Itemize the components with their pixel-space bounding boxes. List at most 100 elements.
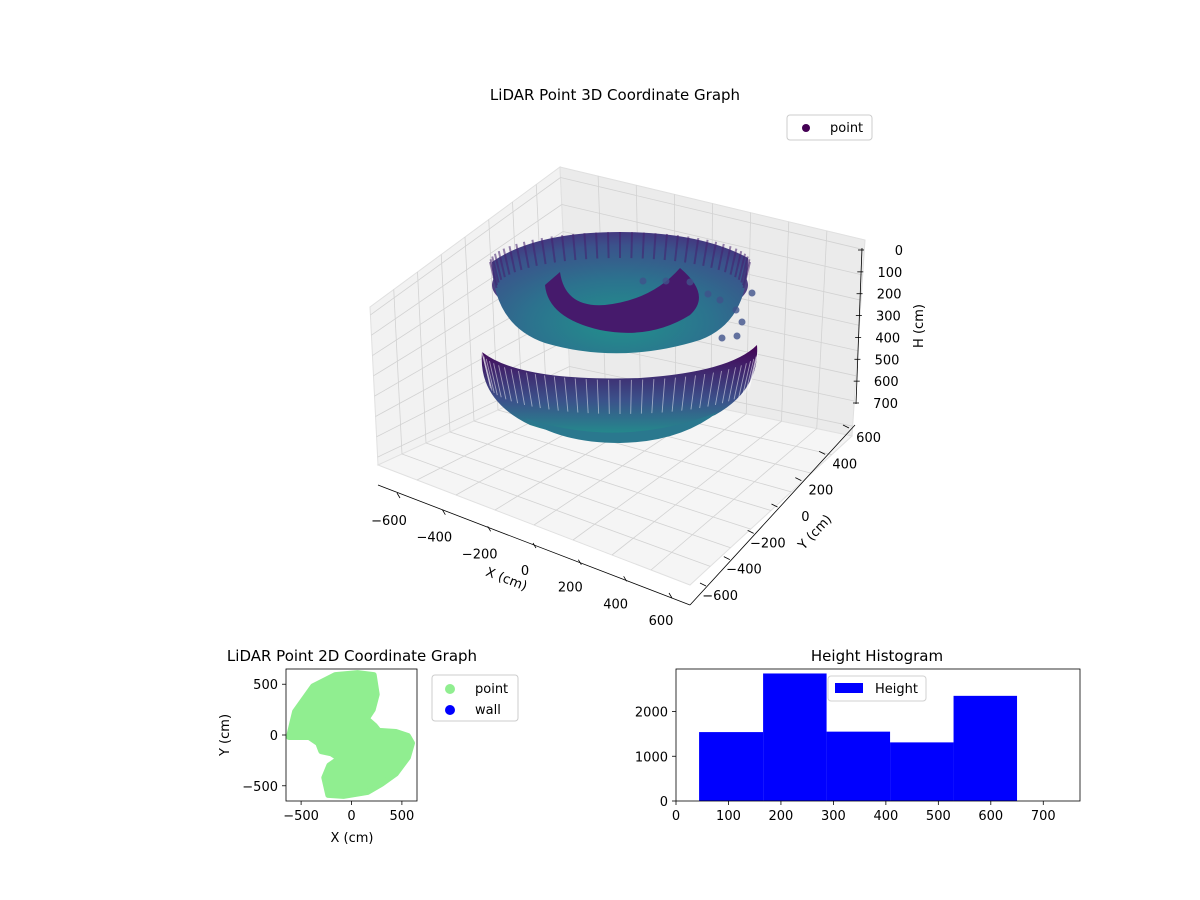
histogram-bars bbox=[699, 673, 1018, 801]
rim-point-column bbox=[483, 356, 493, 391]
rim-point-column bbox=[738, 363, 747, 398]
histogram-legend-label: Height bbox=[875, 682, 918, 697]
legend-3d: point bbox=[786, 114, 873, 141]
stray-point bbox=[704, 290, 712, 298]
y-tick-label-3d: −400 bbox=[726, 563, 762, 578]
z-tick-label-3d: 400 bbox=[875, 331, 900, 346]
z-tick-label-3d: 100 bbox=[877, 266, 902, 281]
z-tick-label-3d: 700 bbox=[873, 397, 898, 412]
rim-point-column bbox=[574, 378, 579, 413]
histogram-bar bbox=[763, 673, 827, 801]
x-tick-3d bbox=[487, 526, 492, 532]
histogram-bar bbox=[826, 731, 891, 801]
left-pane-grid-line bbox=[464, 236, 475, 422]
rim-point-column bbox=[714, 370, 722, 406]
left-pane-grid-line bbox=[440, 254, 451, 433]
histogram-frame bbox=[675, 668, 1081, 802]
x-tick-3d bbox=[577, 559, 582, 565]
rim-point-column bbox=[498, 365, 507, 400]
stray-point bbox=[732, 306, 740, 314]
stray-point bbox=[748, 289, 756, 297]
rim-point-column bbox=[681, 376, 687, 411]
rim-point-column bbox=[717, 243, 725, 271]
left-pane-grid-line bbox=[370, 177, 561, 316]
rim-point-column bbox=[493, 253, 503, 281]
rim-point-column bbox=[510, 369, 519, 404]
x-ticks-3d: −600 −400 −200 0 200 400 600 bbox=[371, 492, 673, 629]
z-tick-label-3d: 600 bbox=[874, 375, 899, 390]
y-tick-label-3d: −600 bbox=[702, 589, 738, 604]
y-tick-3d bbox=[771, 503, 778, 508]
histogram-x-tick-label: 700 bbox=[1031, 809, 1056, 824]
z-axis-line bbox=[855, 247, 863, 405]
rim-point-column bbox=[489, 258, 498, 286]
rim-point-column bbox=[724, 245, 732, 273]
rim-point-column bbox=[502, 248, 511, 275]
rim-point-column bbox=[640, 379, 644, 414]
chart-2d-y-tick-label: 500 bbox=[253, 678, 278, 693]
legend-2d-label-wall: wall bbox=[475, 703, 501, 718]
rim-point-column bbox=[641, 232, 645, 259]
rim-point-column bbox=[742, 360, 751, 396]
y-tick-3d bbox=[723, 556, 731, 561]
z-axis-label-3d: H (cm) bbox=[912, 304, 927, 348]
rim-point-column bbox=[742, 258, 751, 286]
rim-point-column bbox=[671, 377, 676, 412]
rim-point-column bbox=[540, 237, 547, 265]
rim-point-column bbox=[482, 354, 492, 389]
x-tick-label-3d: 400 bbox=[603, 597, 628, 612]
rim-point-column bbox=[651, 379, 655, 414]
bowl-inner-lip bbox=[545, 268, 699, 333]
histogram-bar bbox=[699, 732, 764, 801]
rim-point-column bbox=[710, 241, 718, 268]
stray-points bbox=[639, 277, 756, 342]
rim-point-column bbox=[522, 241, 530, 268]
rim-point-column bbox=[596, 379, 600, 414]
rim-point-column bbox=[729, 248, 738, 275]
stray-point bbox=[716, 296, 724, 304]
rim-point-column bbox=[608, 379, 610, 414]
rim-point-column bbox=[661, 378, 666, 413]
histogram-ticks: 0 100 200 300 400 500 600 700 0 1000 2000 bbox=[635, 706, 1056, 824]
x-tick-label-3d: −600 bbox=[371, 514, 407, 529]
y-tick-3d bbox=[818, 450, 826, 455]
left-pane-grid-line bbox=[417, 271, 427, 444]
rim-point-column bbox=[699, 374, 706, 409]
rim-point-column bbox=[491, 256, 500, 283]
stray-point bbox=[662, 277, 670, 285]
chart-2d-y-tick-label: −500 bbox=[242, 780, 278, 795]
x-tick-label-3d: 0 bbox=[521, 564, 529, 579]
left-pane-grid-line bbox=[393, 289, 403, 455]
z-tick-label-3d: 500 bbox=[875, 353, 900, 368]
rim-point-column bbox=[740, 256, 749, 283]
rim-point-column bbox=[630, 232, 633, 259]
histogram-y-tick-label: 1000 bbox=[635, 750, 668, 765]
rim-point-column bbox=[489, 261, 498, 289]
rim-point-column bbox=[572, 233, 577, 261]
legend-3d-marker bbox=[802, 124, 810, 132]
histogram-bar bbox=[890, 742, 954, 801]
z-tick-label-3d: 200 bbox=[877, 288, 902, 303]
rim-point-column bbox=[728, 367, 736, 402]
left-pane-grid-line bbox=[376, 339, 569, 438]
chart-2d-x-tick-label: 0 bbox=[347, 809, 355, 824]
floor-grid-line bbox=[572, 413, 747, 541]
chart-2d-y-label: Y (cm) bbox=[218, 714, 233, 757]
chart-2d-x-tick-label: 500 bbox=[389, 809, 414, 824]
rim-point-column bbox=[497, 250, 506, 278]
y-tick-3d bbox=[842, 424, 850, 429]
stray-point bbox=[738, 318, 746, 326]
rim-point-column bbox=[564, 377, 569, 412]
histogram-x-tick-label: 400 bbox=[873, 809, 898, 824]
histogram-x-tick-label: 300 bbox=[821, 809, 846, 824]
back-pane-grid-line bbox=[816, 230, 828, 429]
back-pane-grid-line bbox=[561, 204, 863, 276]
x-tick-3d bbox=[441, 509, 446, 515]
chart-3d-title: LiDAR Point 3D Coordinate Graph bbox=[490, 86, 740, 104]
histogram-x-tick-label: 0 bbox=[672, 809, 680, 824]
rim-point-column bbox=[734, 250, 743, 278]
rim-point-column bbox=[508, 245, 516, 273]
rim-point-column bbox=[583, 233, 588, 260]
y-tick-label-3d: 400 bbox=[832, 457, 857, 472]
